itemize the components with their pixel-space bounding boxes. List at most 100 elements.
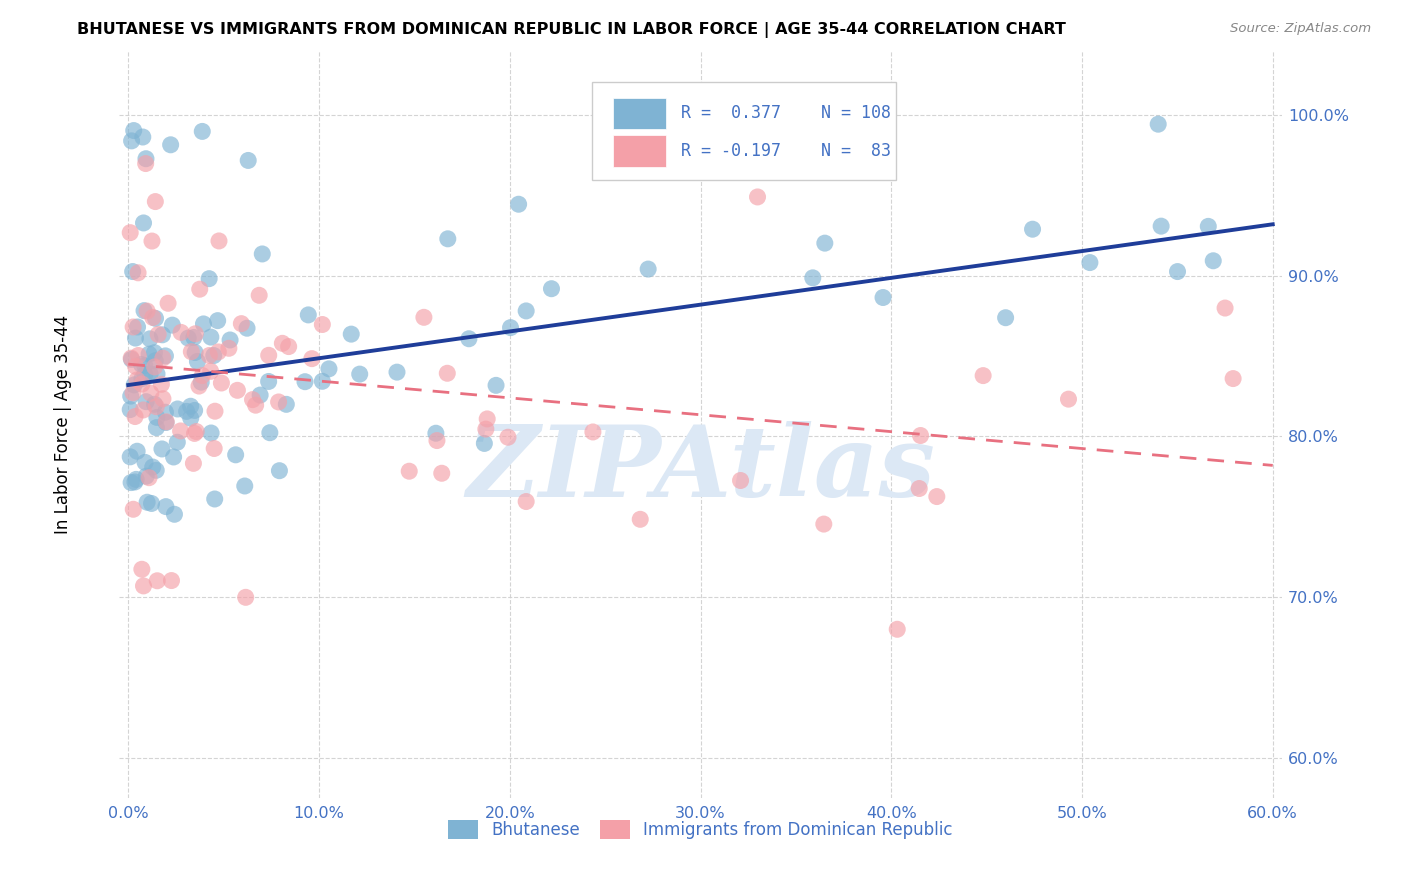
Point [219,333,242,347]
Point [120,389,142,403]
Point [142,460,165,475]
Point [183,403,205,417]
Point [249,388,271,402]
Point [184,345,207,359]
Point [186,354,208,368]
Point [436,232,458,246]
Point [1078,255,1101,269]
Point [135,156,157,170]
Point [637,262,659,277]
Point [131,372,153,386]
Point [124,475,146,489]
Point [124,331,146,345]
Point [238,153,260,168]
Point [120,402,142,417]
Point [1213,301,1236,315]
Text: Source: ZipAtlas.com: Source: ZipAtlas.com [1230,22,1371,36]
Point [200,364,222,378]
Point [271,336,294,351]
Point [125,373,148,387]
Point [190,375,212,389]
Bar [613,98,665,129]
Point [162,450,184,464]
Point [1197,219,1219,234]
Point [180,344,202,359]
Point [188,379,211,393]
Point [162,318,184,333]
Point [193,317,215,331]
Point [122,502,145,516]
Point [141,496,163,510]
Point [297,308,319,322]
Text: ZIPAtlas: ZIPAtlas [465,421,935,517]
Point [515,304,537,318]
Point [925,490,948,504]
Point [160,574,183,588]
Point [1147,117,1170,131]
Point [155,500,177,514]
Point [166,401,188,416]
Point [499,320,522,334]
Point [143,194,166,209]
Point [252,247,274,261]
Point [225,448,247,462]
Point [202,349,225,363]
Point [200,330,222,344]
Point [515,494,537,508]
Point [540,282,562,296]
Point [183,456,205,470]
Point [177,331,200,345]
Point [477,412,499,426]
Point [121,134,143,148]
Point [155,405,177,419]
Point [127,349,149,363]
Point [145,400,167,414]
Point [508,197,530,211]
Point [122,123,145,137]
Point [120,226,142,240]
Point [150,377,173,392]
Point [910,428,932,442]
Point [127,320,149,334]
Point [163,508,186,522]
Point [209,376,232,390]
Point [496,430,519,444]
Point [145,311,167,326]
Text: R = -0.197    N =  83: R = -0.197 N = 83 [681,142,891,160]
Point [233,479,256,493]
Point [994,310,1017,325]
Point [198,349,221,363]
Point [202,442,225,456]
Point [191,124,214,138]
Point [134,455,156,469]
Point [311,318,333,332]
Point [122,377,145,392]
Point [277,340,299,354]
Point [169,424,191,438]
Point [301,351,323,366]
Point [146,574,169,588]
Point [131,562,153,576]
Point [121,264,143,278]
Point [152,351,174,366]
Point [191,368,214,383]
Point [231,317,253,331]
Point [257,348,280,362]
Point [124,409,146,424]
Point [349,367,371,381]
Point [138,347,160,361]
Point [198,271,221,285]
Point [430,467,453,481]
Point [200,425,222,440]
Point [188,282,211,296]
Point [139,367,162,381]
Point [257,375,280,389]
Point [276,397,298,411]
Point [1202,253,1225,268]
Point [155,416,177,430]
Point [136,304,159,318]
Point [166,435,188,450]
Point [340,327,363,342]
Point [135,152,157,166]
Point [730,474,752,488]
